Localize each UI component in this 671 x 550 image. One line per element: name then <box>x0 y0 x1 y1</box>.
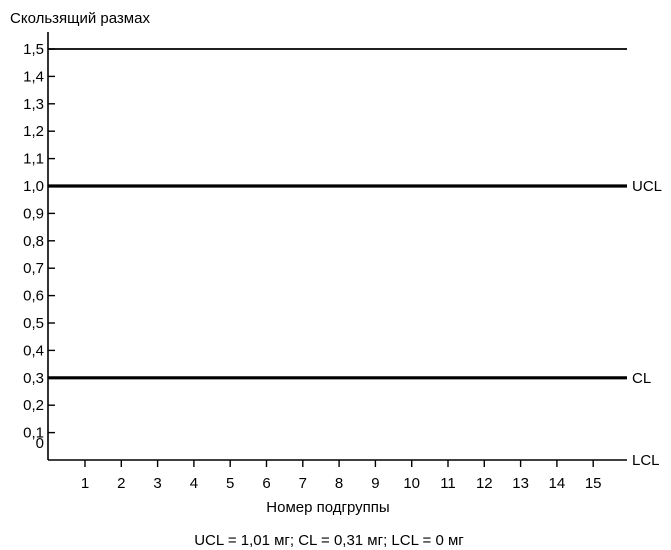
y-tick-label: 1,3 <box>23 96 44 113</box>
x-tick-label: 12 <box>476 475 493 492</box>
x-tick-label: 11 <box>440 475 456 492</box>
y-tick-label: 1,2 <box>23 123 44 140</box>
x-tick-label: 10 <box>403 475 420 492</box>
ucl-label: UCL <box>632 178 662 195</box>
y-tick-label: 1,0 <box>23 178 44 195</box>
y-tick-label: 0,3 <box>23 370 44 387</box>
y-tick-label: 0,9 <box>23 205 44 222</box>
x-tick-label: 15 <box>585 475 602 492</box>
x-tick-label: 1 <box>81 475 89 492</box>
x-axis: 1 2 3 4 5 6 7 8 9 10 11 12 13 14 15 <box>81 460 602 492</box>
x-tick-label: 5 <box>226 475 234 492</box>
x-tick-label: 7 <box>299 475 307 492</box>
cl-label: CL <box>632 370 651 387</box>
y-tick-label: 0,5 <box>23 315 44 332</box>
y-tick-label: 0,1 <box>23 425 44 442</box>
x-tick-label: 13 <box>512 475 529 492</box>
x-axis-title: Номер подгруппы <box>266 499 389 516</box>
y-tick-label: 1,1 <box>23 151 44 168</box>
y-axis-title: Скользящий размах <box>10 10 150 27</box>
y-tick-label: 0,4 <box>23 342 44 359</box>
y-tick-label: 0,6 <box>23 288 44 305</box>
y-tick-label: 1,5 <box>23 41 44 58</box>
x-tick-label: 8 <box>335 475 343 492</box>
x-tick-label: 6 <box>262 475 270 492</box>
x-tick-label: 4 <box>190 475 198 492</box>
x-tick-label: 14 <box>549 475 566 492</box>
lcl-label: LCL <box>632 452 660 469</box>
y-tick-label: 0,2 <box>23 397 44 414</box>
reference-lines: UCL CL LCL <box>48 48 662 469</box>
y-axis: 00,1 0,2 0,3 0,4 0,5 0,6 0,7 0,8 0,9 1,0 1,1 1,2 1,3… <box>23 41 55 452</box>
x-tick-label: 3 <box>153 475 161 492</box>
y-tick-label: 0,7 <box>23 260 44 277</box>
y-tick-label: 0,8 <box>23 233 44 250</box>
x-tick-label: 9 <box>371 475 379 492</box>
x-tick-label: 2 <box>117 475 125 492</box>
y-tick-label: 0 <box>36 435 44 452</box>
chart-caption: UCL = 1,01 мг; CL = 0,31 мг; LCL = 0 мг <box>194 532 464 549</box>
y-tick-label: 1,4 <box>23 68 44 85</box>
